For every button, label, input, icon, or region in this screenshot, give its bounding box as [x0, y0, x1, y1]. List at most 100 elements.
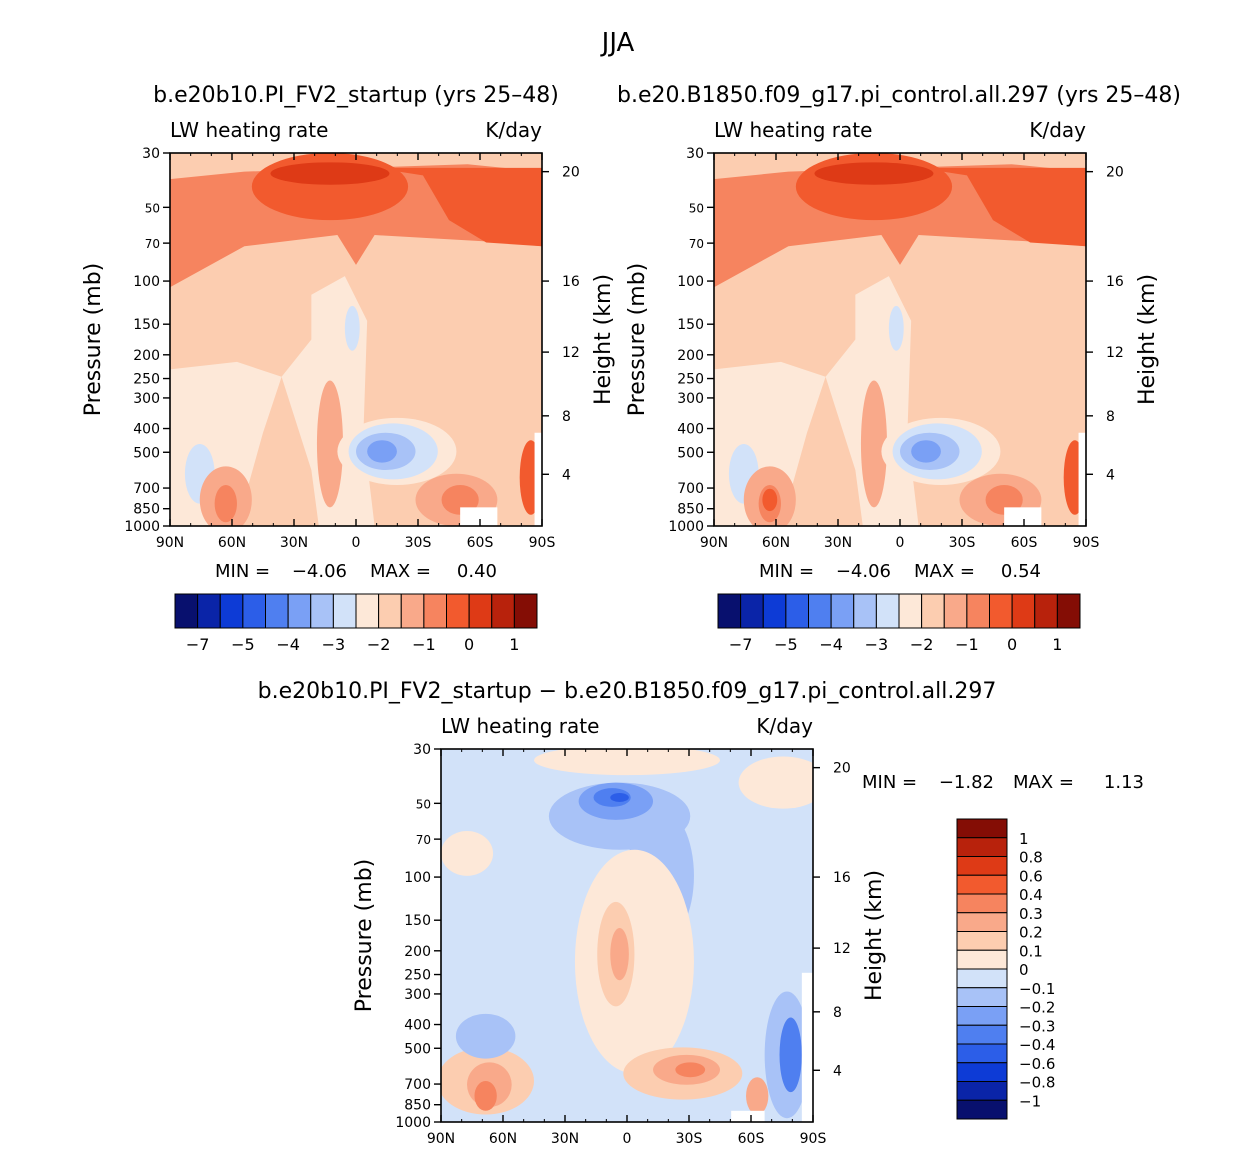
- y-tick-label: 700: [404, 1077, 431, 1093]
- x-tick-label: 30N: [551, 1131, 579, 1147]
- colorbar-label: −7: [729, 635, 753, 654]
- colorbar-label: 0.4: [1019, 886, 1043, 904]
- y-tick-label: 70: [145, 237, 160, 251]
- colorbar-box: [830, 593, 855, 629]
- min-value: −4.06: [836, 561, 891, 582]
- colorbar-label: −4: [276, 635, 300, 654]
- colorbar-box: [446, 593, 470, 629]
- max-label: MAX =: [914, 561, 975, 582]
- y-tick-label: 250: [677, 372, 704, 388]
- contour-level: [367, 440, 397, 463]
- x-tick-label: 30N: [824, 535, 852, 551]
- min-value: −1.82: [939, 772, 994, 793]
- y-tick-label: 700: [677, 481, 704, 497]
- colorbar-box: [332, 593, 357, 629]
- colorbar-box: [513, 593, 538, 629]
- y-axis-label: Pressure (mb): [625, 263, 650, 417]
- colorbar-label: 0.8: [1019, 849, 1043, 867]
- panel-subtitle-left: LW heating rate: [170, 118, 328, 142]
- x-tick-label: 60S: [1011, 535, 1038, 551]
- y-right-tick-label: 12: [1106, 345, 1124, 361]
- y-tick-label: 50: [145, 201, 160, 215]
- colorbar-label: 0.2: [1019, 924, 1043, 942]
- y-tick-label: 300: [677, 391, 704, 407]
- y-tick-label: 70: [416, 833, 431, 847]
- x-tick-label: 90N: [700, 535, 728, 551]
- y-tick-label: 400: [133, 422, 160, 438]
- y-right-tick-label: 12: [562, 345, 580, 361]
- contour-level: [814, 162, 934, 185]
- colorbar-box: [921, 593, 945, 629]
- colorbar-label: 0: [1019, 961, 1029, 979]
- y-tick-label: 500: [133, 445, 160, 461]
- x-tick-label: 90S: [800, 1131, 827, 1147]
- colorbar-label: −7: [186, 635, 210, 654]
- colorbar-label: 0.6: [1019, 867, 1043, 885]
- colorbar-box: [956, 1099, 1008, 1120]
- contour-level: [610, 928, 629, 981]
- x-tick-label: 30S: [676, 1131, 703, 1147]
- min-value: −4.06: [292, 561, 347, 582]
- max-value: 1.13: [1104, 772, 1144, 793]
- colorbar-box: [956, 856, 1008, 876]
- y-right-tick-label: 16: [1106, 274, 1124, 290]
- colorbar-label: −5: [774, 635, 798, 654]
- colorbar-box: [956, 874, 1008, 895]
- panel-subtitle-right: K/day: [485, 118, 542, 142]
- y-axis-label: Pressure (mb): [352, 859, 377, 1013]
- colorbar-label: −2: [367, 635, 391, 654]
- contour-level: [762, 488, 778, 512]
- colorbar-box: [491, 593, 515, 629]
- y-tick-label: 100: [133, 274, 160, 290]
- panel-subtitle-left: LW heating rate: [441, 714, 599, 738]
- colorbar-label: −0.4: [1019, 1036, 1055, 1054]
- y-tick-label: 150: [133, 317, 160, 333]
- colorbar-box: [956, 1081, 1008, 1101]
- y-tick-label: 30: [142, 146, 160, 162]
- colorbar-label: −0.3: [1019, 1017, 1055, 1035]
- x-tick-label: 60S: [467, 535, 494, 551]
- colorbar-box: [423, 593, 447, 629]
- contour-field: [714, 153, 1086, 526]
- contour-field: [170, 153, 542, 526]
- x-tick-label: 30N: [280, 535, 308, 551]
- min-label: MIN =: [862, 772, 917, 793]
- missing-data: [460, 507, 498, 526]
- contour-level: [441, 831, 494, 876]
- x-tick-label: 0: [896, 535, 905, 551]
- colorbar-box: [355, 593, 380, 629]
- contour-level: [574, 849, 694, 1074]
- colorbar-label: −3: [865, 635, 889, 654]
- colorbar-box: [956, 987, 1008, 1007]
- max-label: MAX =: [1013, 772, 1074, 793]
- colorbar: [174, 593, 538, 629]
- min-label: MIN =: [759, 561, 814, 582]
- panel-subtitle-right: K/day: [1029, 118, 1086, 142]
- y-tick-label: 850: [133, 502, 160, 518]
- y-tick-label: 700: [133, 481, 160, 497]
- colorbar-box: [197, 593, 221, 629]
- y-tick-label: 850: [677, 502, 704, 518]
- x-tick-label: 90N: [156, 535, 184, 551]
- colorbar-box: [956, 949, 1008, 970]
- y-tick-label: 500: [677, 445, 704, 461]
- colorbar-box: [956, 931, 1008, 951]
- colorbar-label: −4: [819, 635, 843, 654]
- y-right-tick-label: 4: [562, 467, 571, 483]
- colorbar-box: [956, 893, 1008, 914]
- contour-level: [918, 167, 1086, 247]
- y-right-tick-label: 4: [833, 1063, 842, 1079]
- y-tick-label: 1000: [668, 519, 704, 535]
- y-right-tick-label: 8: [833, 1005, 842, 1021]
- contour-level: [534, 749, 720, 776]
- colorbar-label: −0.6: [1019, 1055, 1055, 1073]
- colorbar-box: [242, 593, 266, 629]
- panel-title: b.e20.B1850.f09_g17.pi_control.all.297 (…: [617, 83, 1181, 108]
- y-tick-label: 850: [404, 1098, 431, 1114]
- missing-data: [731, 1110, 765, 1122]
- colorbar-box: [468, 593, 493, 629]
- panel-subtitle-right: K/day: [756, 714, 813, 738]
- plot-panel-3: [434, 748, 820, 1123]
- x-tick-label: 60N: [218, 535, 246, 551]
- colorbar-box: [956, 1024, 1008, 1045]
